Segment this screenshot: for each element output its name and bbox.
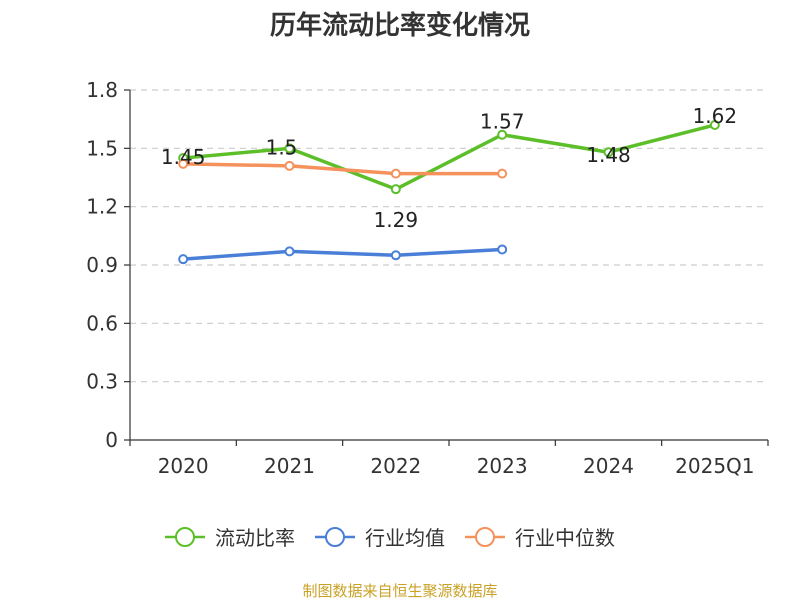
data-label: 1.5 — [266, 135, 298, 159]
legend-label: 流动比率 — [215, 526, 295, 550]
data-point[interactable] — [178, 254, 189, 265]
chart-title: 历年流动比率变化情况 — [270, 10, 530, 41]
data-label: 1.45 — [161, 145, 206, 169]
series-line — [183, 123, 716, 191]
series-2 — [178, 244, 508, 265]
grid-lines — [130, 89, 768, 383]
y-tick-label: 0.6 — [86, 311, 118, 335]
y-tick-label: 0.9 — [86, 253, 118, 277]
legend-marker — [175, 527, 195, 547]
series-group — [178, 120, 720, 265]
data-point[interactable] — [284, 160, 295, 171]
y-tick-label: 1.8 — [86, 78, 118, 102]
x-tick-label: 2020 — [158, 454, 209, 478]
legend-marker — [475, 527, 495, 547]
data-point[interactable] — [284, 246, 295, 257]
data-point[interactable] — [178, 158, 189, 169]
legend-marker — [325, 527, 345, 547]
legend-label: 行业中位数 — [515, 526, 615, 550]
data-label: 1.62 — [693, 104, 738, 128]
x-tick-label: 2021 — [264, 454, 315, 478]
data-point[interactable] — [390, 184, 401, 195]
data-point[interactable] — [284, 143, 295, 154]
legend-item[interactable]: 行业中位数 — [465, 526, 615, 550]
series-1 — [178, 120, 720, 195]
legend-item[interactable]: 流动比率 — [165, 526, 295, 550]
data-point[interactable] — [497, 244, 508, 255]
data-point[interactable] — [497, 129, 508, 140]
axes: 0 0.3 0.6 0.9 1.2 1.5 1.8 2020 2021 2022 2023 2024 2… — [86, 78, 769, 478]
series-line — [183, 247, 503, 261]
data-label: 1.57 — [480, 110, 525, 134]
y-tick-label: 0.3 — [86, 370, 118, 394]
data-point[interactable] — [390, 250, 401, 261]
x-tick-label: 2025Q1 — [675, 454, 754, 478]
data-point[interactable] — [390, 168, 401, 179]
data-labels: 1.45 1.5 1.29 1.57 1.48 1.62 — [161, 104, 737, 232]
data-label: 1.48 — [586, 143, 631, 167]
legend-label: 行业均值 — [365, 526, 445, 550]
legend[interactable]: 流动比率 行业均值 行业中位数 — [165, 526, 615, 550]
y-tick-label: 1.5 — [86, 136, 118, 160]
x-tick-label: 2023 — [477, 454, 528, 478]
y-tick-label: 0 — [105, 428, 118, 452]
series-line — [183, 162, 503, 176]
y-tick-label: 1.2 — [86, 195, 118, 219]
source-note: 制图数据来自恒生聚源数据库 — [302, 582, 497, 600]
series-3 — [178, 158, 508, 179]
x-tick-label: 2022 — [370, 454, 421, 478]
data-point[interactable] — [497, 168, 508, 179]
data-label: 1.29 — [374, 208, 419, 232]
data-point[interactable] — [709, 120, 720, 130]
legend-item[interactable]: 行业均值 — [315, 526, 445, 550]
data-point[interactable] — [603, 147, 614, 158]
x-tick-label: 2024 — [583, 454, 634, 478]
